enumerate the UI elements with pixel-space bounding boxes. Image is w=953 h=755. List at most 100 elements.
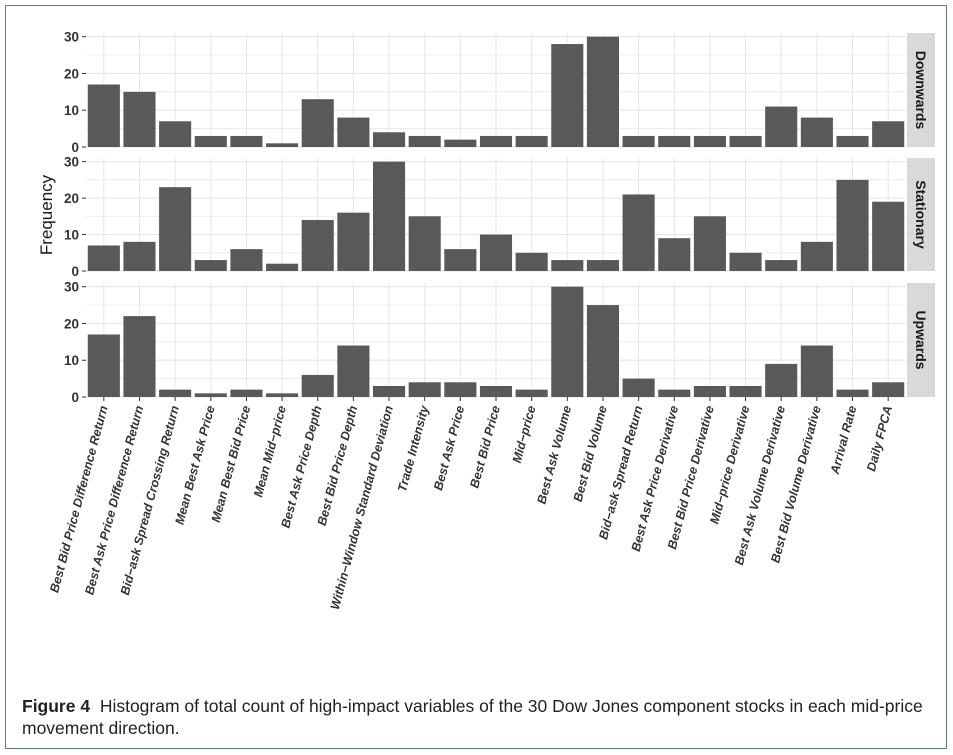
facet-strip — [907, 158, 935, 271]
histogram-chart: 0 10 20 30 Downwards 0 10 20 30 Stationary 0 10 20 30… — [37, 30, 935, 611]
facet-strip — [907, 283, 935, 397]
bar — [373, 132, 406, 147]
bar — [87, 334, 120, 397]
y-tick-label: 0 — [71, 264, 79, 279]
bar — [230, 135, 263, 147]
y-axis-title: Frequency — [37, 174, 56, 255]
bar — [658, 135, 691, 147]
bar — [194, 393, 227, 397]
bar — [373, 161, 406, 271]
figure-caption: Figure 4 Histogram of total count of hig… — [22, 695, 927, 739]
bar — [551, 260, 584, 271]
bar — [159, 121, 192, 147]
bar — [266, 393, 299, 397]
x-tick-label: Mean Best Ask Price — [172, 404, 217, 526]
bar — [194, 260, 227, 271]
bar — [872, 121, 905, 147]
bar — [729, 252, 762, 271]
facet-label: Stationary — [913, 180, 929, 249]
bar — [408, 216, 441, 271]
x-tick-label: Daily FPCA — [864, 404, 895, 473]
figure-frame — [5, 5, 947, 749]
bar — [765, 260, 798, 271]
facet-strip — [907, 33, 935, 147]
y-tick-label: 0 — [71, 140, 79, 155]
bar — [872, 201, 905, 271]
bar — [658, 238, 691, 271]
x-tick-label: Arrival Rate — [827, 404, 859, 476]
bar — [408, 135, 441, 147]
figure-caption-text: Histogram of total count of high-impact … — [22, 696, 923, 738]
bar — [479, 234, 513, 271]
y-tick-label: 20 — [64, 66, 79, 81]
bar — [230, 249, 263, 271]
bar — [551, 44, 584, 147]
y-tick-label: 30 — [64, 30, 79, 45]
y-tick-label: 30 — [64, 280, 79, 295]
y-tick-label: 10 — [64, 103, 79, 118]
bar — [836, 389, 869, 397]
bar — [337, 117, 370, 147]
bar — [622, 135, 655, 147]
y-tick-label: 0 — [71, 390, 79, 405]
bar — [266, 263, 299, 271]
x-tick-label: Mean Best Bid Price — [209, 404, 254, 524]
bar — [586, 36, 619, 148]
bar — [373, 385, 406, 397]
bar — [765, 106, 798, 147]
bar — [515, 135, 548, 147]
bar — [266, 143, 299, 147]
y-tick-label: 10 — [64, 353, 79, 368]
x-tick-label: Mid−price Derivative — [707, 404, 752, 525]
x-tick-label: Best Bid Price — [467, 404, 502, 490]
bar — [479, 135, 513, 147]
bar — [622, 194, 655, 271]
x-tick-label: Best Bid Volume — [571, 404, 610, 503]
bar — [515, 389, 548, 397]
facet-label: Downwards — [913, 51, 929, 130]
bar — [515, 252, 548, 271]
x-tick-label: Mid−price — [510, 404, 539, 464]
bar — [693, 385, 726, 397]
bar — [622, 378, 655, 397]
x-tick-label: Mean Mid−price — [251, 404, 289, 499]
bar — [301, 99, 334, 147]
bar — [729, 135, 762, 147]
bar — [159, 187, 192, 271]
bar — [87, 84, 120, 147]
y-tick-label: 30 — [64, 155, 79, 170]
bar — [693, 135, 726, 147]
bar — [87, 245, 120, 271]
bar — [872, 382, 905, 397]
bar — [230, 389, 263, 397]
bar — [800, 117, 833, 147]
bar — [408, 382, 441, 397]
figure-label: Figure 4 — [22, 696, 91, 716]
x-tick-label: Best Ask Price — [431, 404, 467, 492]
bar — [337, 212, 370, 271]
bar — [658, 389, 691, 397]
bar — [586, 260, 619, 271]
bar — [337, 345, 370, 397]
bar — [123, 241, 156, 271]
bar — [159, 389, 192, 397]
bar — [301, 219, 334, 271]
x-tick-label: Best Ask Volume — [534, 404, 574, 505]
bar — [444, 382, 477, 397]
bar — [836, 179, 869, 271]
y-tick-label: 10 — [64, 228, 79, 243]
bar — [729, 385, 762, 397]
y-tick-label: 20 — [64, 316, 79, 331]
bar — [123, 316, 156, 397]
bar — [444, 139, 477, 147]
bar — [800, 345, 833, 397]
bar — [765, 363, 798, 397]
bar — [551, 286, 584, 397]
bar — [586, 305, 619, 397]
facet-label: Upwards — [913, 310, 929, 369]
bar — [836, 135, 869, 147]
bar — [693, 216, 726, 271]
bar — [800, 241, 833, 271]
x-tick-label: Trade Intensity — [395, 403, 432, 493]
bar — [444, 249, 477, 271]
